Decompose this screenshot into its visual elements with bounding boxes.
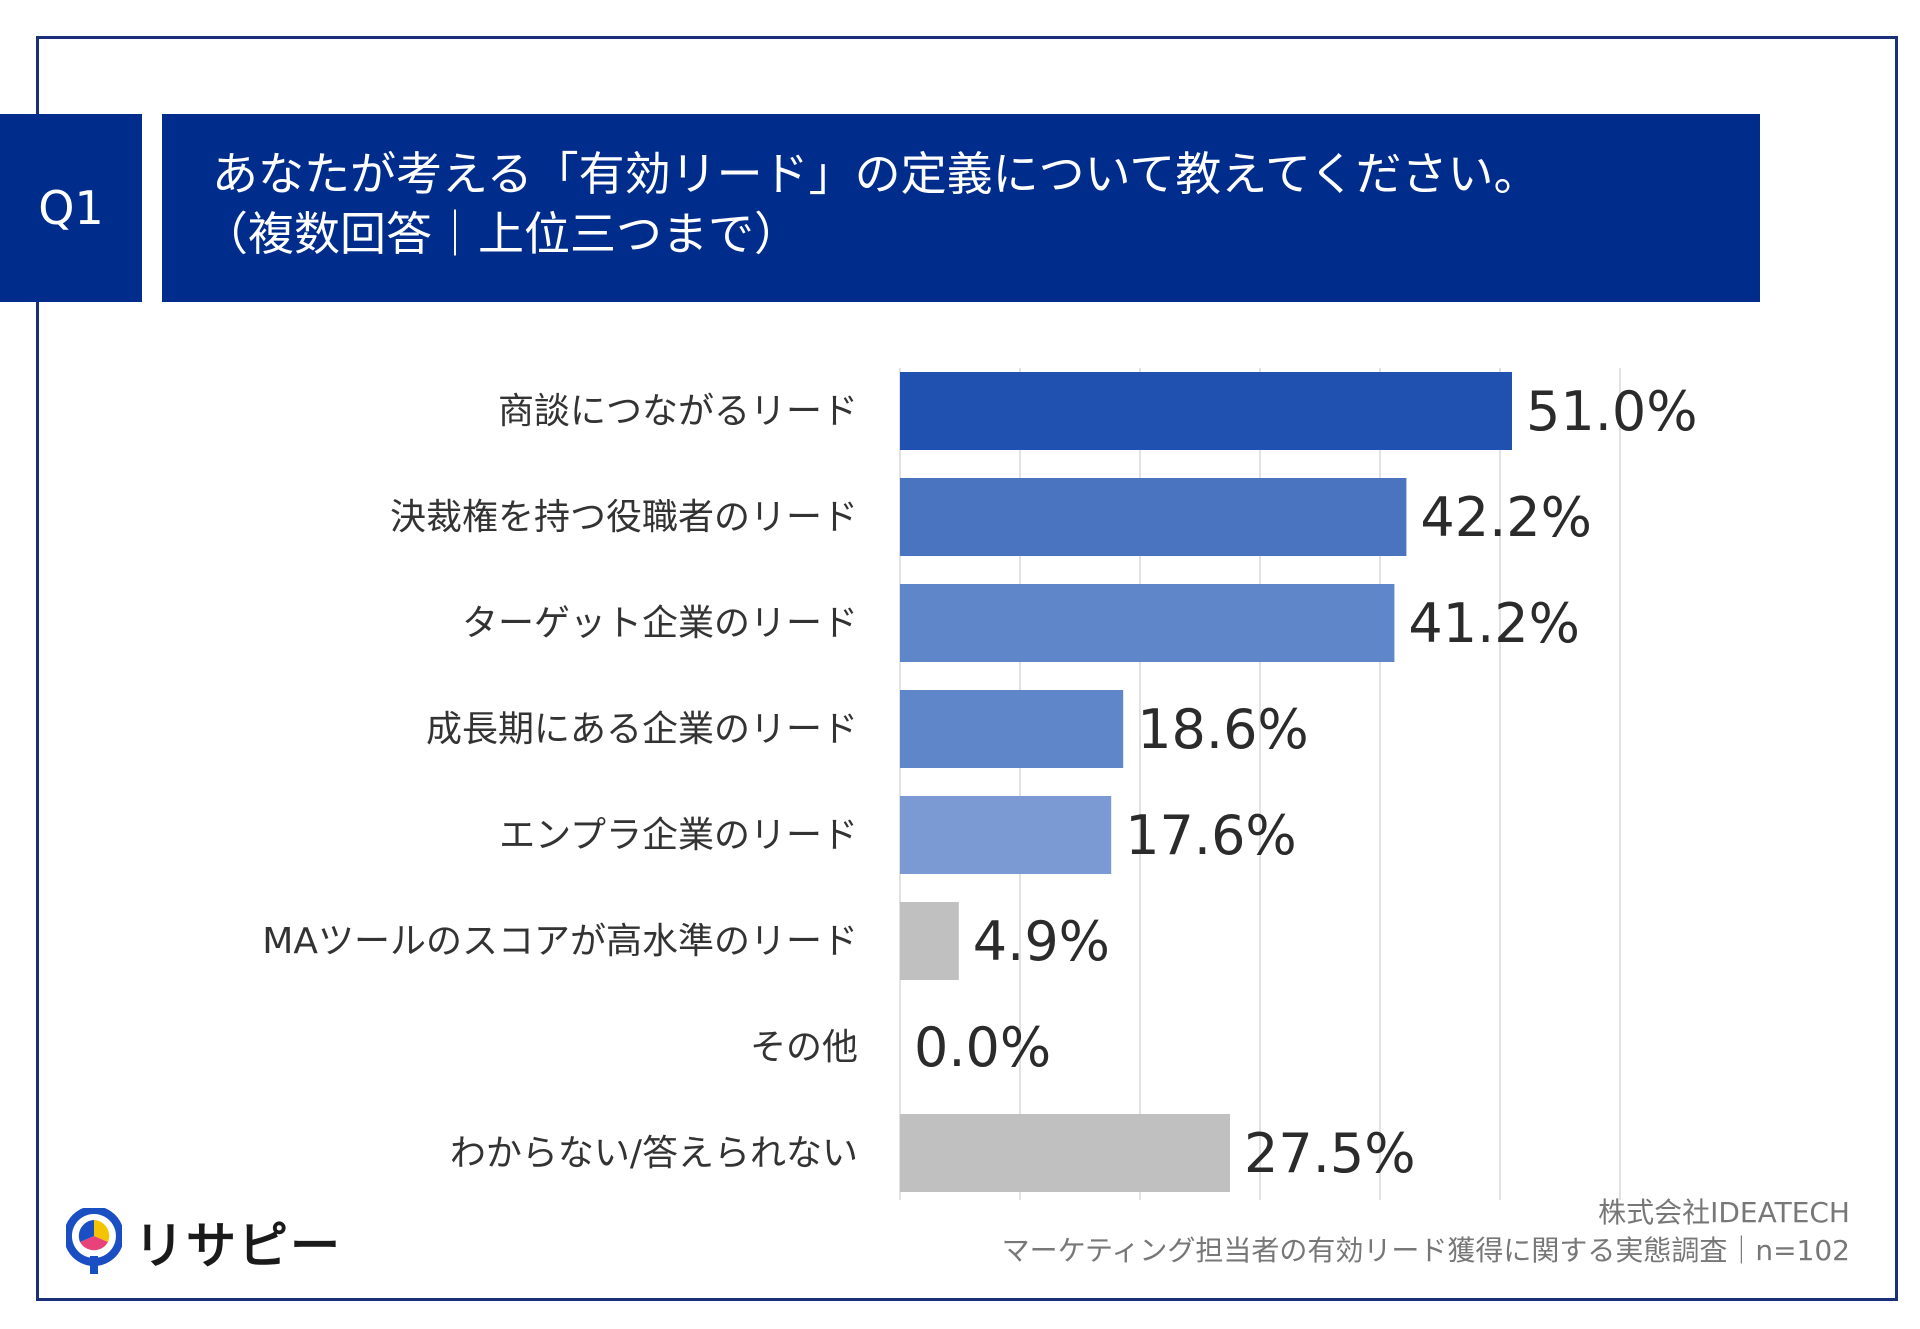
- question-number: Q1: [38, 181, 104, 235]
- question-subtitle: （複数回答｜上位三つまで）: [202, 207, 800, 261]
- question-number-badge: Q1: [0, 114, 142, 302]
- category-label: その他: [750, 1027, 858, 1068]
- value-label: 18.6%: [1137, 698, 1309, 761]
- category-label: MAツールのスコアが高水準のリード: [262, 921, 858, 962]
- category-label: ターゲット企業のリード: [462, 603, 858, 644]
- category-label: エンプラ企業のリード: [499, 815, 858, 856]
- value-label: 4.9%: [973, 910, 1110, 973]
- brand-logo-text: リサピー: [134, 1217, 342, 1275]
- pin-logo-icon: [66, 1208, 122, 1274]
- bar: [900, 902, 959, 980]
- value-label: 17.6%: [1125, 804, 1297, 867]
- category-label: わからない/答えられない: [450, 1133, 858, 1174]
- value-label: 42.2%: [1420, 486, 1592, 549]
- value-label: 51.0%: [1526, 380, 1698, 443]
- bar: [900, 372, 1512, 450]
- bar: [900, 478, 1407, 556]
- value-label: 0.0%: [914, 1016, 1051, 1079]
- bar: [900, 796, 1112, 874]
- category-label: 商談につながるリード: [498, 391, 858, 432]
- credit-company: 株式会社IDEATECH: [1598, 1196, 1850, 1229]
- category-label: 成長期にある企業のリード: [426, 709, 858, 750]
- bar: [900, 1114, 1230, 1192]
- bar: [900, 690, 1124, 768]
- value-label: 27.5%: [1244, 1122, 1416, 1185]
- question-title: あなたが考える「有効リード」の定義について教えてください。: [212, 147, 1540, 201]
- category-label: 決裁権を持つ役職者のリード: [390, 497, 858, 538]
- value-label: 41.2%: [1408, 592, 1580, 655]
- credit-survey: マーケティング担当者の有効リード獲得に関する実態調査｜n=102: [1001, 1234, 1850, 1267]
- slide-frame: [36, 36, 1898, 1301]
- brand-logo: リサピー: [66, 1206, 342, 1278]
- question-header: あなたが考える「有効リード」の定義について教えてください。 （複数回答｜上位三つ…: [162, 114, 1760, 302]
- bar: [900, 584, 1395, 662]
- source-credit: 株式会社IDEATECH マーケティング担当者の有効リード獲得に関する実態調査｜…: [1002, 1194, 1850, 1270]
